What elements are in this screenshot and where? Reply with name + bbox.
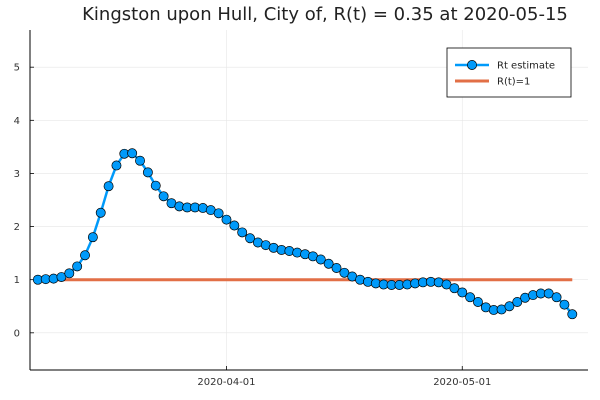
tick-labels: 0 1 2 3 4 5 2020-04-01 2020-05-01 xyxy=(14,63,492,388)
rt-estimate-point xyxy=(315,254,326,265)
legend-label: R(t)=1 xyxy=(497,77,530,88)
legend: Rt estimate R(t)=1 xyxy=(446,47,572,98)
y-tick-label: 5 xyxy=(14,63,20,74)
rt-estimate-point xyxy=(103,181,114,192)
rt-estimate-point xyxy=(80,250,90,261)
rt-estimate-point xyxy=(111,160,122,171)
rt-estimate-point xyxy=(457,287,468,298)
legend-box xyxy=(446,47,572,98)
rt-estimate-point xyxy=(512,297,523,307)
rt-estimate-point xyxy=(150,180,161,191)
rt-estimate-point xyxy=(504,301,515,312)
x-tick-label: 2020-04-01 xyxy=(197,377,255,388)
rt-estimate-point xyxy=(142,167,153,178)
legend-label: Rt estimate xyxy=(497,61,555,72)
rt-estimate-point xyxy=(87,232,98,243)
rt-estimate-point xyxy=(245,233,256,244)
chart-title: Kingston upon Hull, City of, R(t) = 0.35… xyxy=(82,4,568,25)
rt-estimate-point xyxy=(127,148,138,159)
y-tick-label: 3 xyxy=(14,169,20,180)
rt-estimate-point xyxy=(237,227,248,238)
rt-estimate-point xyxy=(72,261,83,272)
rt-estimate-point xyxy=(567,309,578,320)
rt-estimate-point xyxy=(95,207,106,218)
rt-estimate-point xyxy=(229,220,240,231)
rt-estimate-point xyxy=(213,208,224,219)
rt-estimate-point xyxy=(158,191,169,202)
rt-estimate-point xyxy=(331,263,342,273)
y-tick-label: 0 xyxy=(14,328,20,339)
rt-estimate-point xyxy=(64,268,75,279)
axes xyxy=(29,30,588,371)
rt-estimate-point xyxy=(473,297,483,307)
rt-estimate-point xyxy=(551,292,562,303)
y-tick-label: 1 xyxy=(14,275,20,286)
rt-estimate-point xyxy=(221,214,232,225)
rt-estimate-point xyxy=(465,292,476,303)
rt-estimate-point xyxy=(559,299,570,310)
rt-estimate-point xyxy=(135,155,145,166)
x-tick-label: 2020-05-01 xyxy=(433,377,491,388)
y-tick-label: 4 xyxy=(14,116,20,127)
series-layer xyxy=(32,148,578,320)
rt-estimate-point xyxy=(323,258,334,269)
legend-swatch-marker xyxy=(467,60,477,70)
y-tick-label: 2 xyxy=(14,222,20,233)
rt-estimate-point xyxy=(449,283,460,294)
